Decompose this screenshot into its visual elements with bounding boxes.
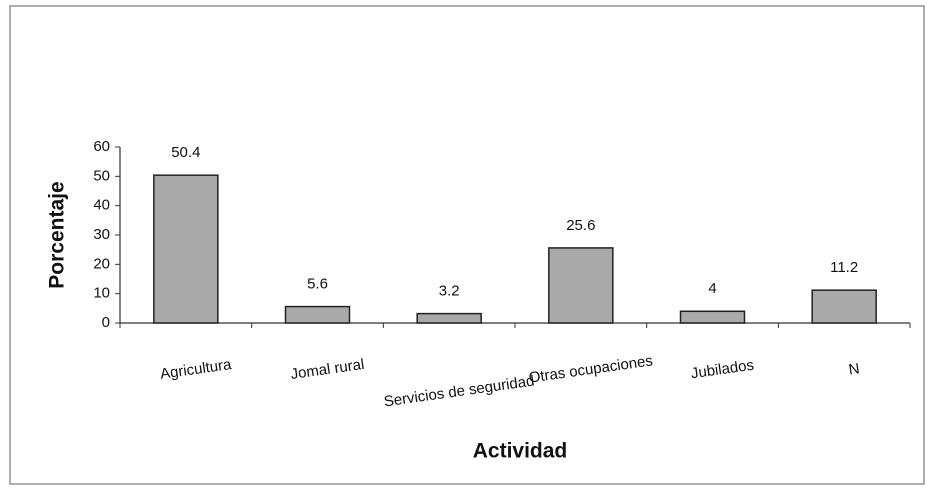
y-tick-label: 10 <box>93 285 110 302</box>
y-axis-label: Porcentaje <box>46 181 69 288</box>
bar <box>548 247 614 324</box>
y-tick-label: 0 <box>102 314 110 331</box>
x-axis-label: Actividad <box>473 440 568 463</box>
y-tick-label: 40 <box>93 197 110 214</box>
x-tick-label: N <box>848 360 861 378</box>
bar <box>416 312 482 324</box>
bar <box>284 305 351 324</box>
data-label: 11.2 <box>830 259 858 276</box>
data-label: 3.2 <box>439 283 460 300</box>
chart-frame <box>9 5 925 485</box>
bar <box>153 174 219 324</box>
y-tick-label: 60 <box>93 138 110 155</box>
data-label: 4 <box>708 280 716 297</box>
bar <box>679 310 746 324</box>
data-label: 50.4 <box>171 144 200 161</box>
bar <box>811 289 877 324</box>
y-tick-label: 30 <box>93 226 110 243</box>
data-label: 25.6 <box>566 217 595 234</box>
data-label: 5.6 <box>307 276 328 293</box>
y-tick-label: 50 <box>93 167 110 184</box>
y-tick-label: 20 <box>93 255 110 272</box>
